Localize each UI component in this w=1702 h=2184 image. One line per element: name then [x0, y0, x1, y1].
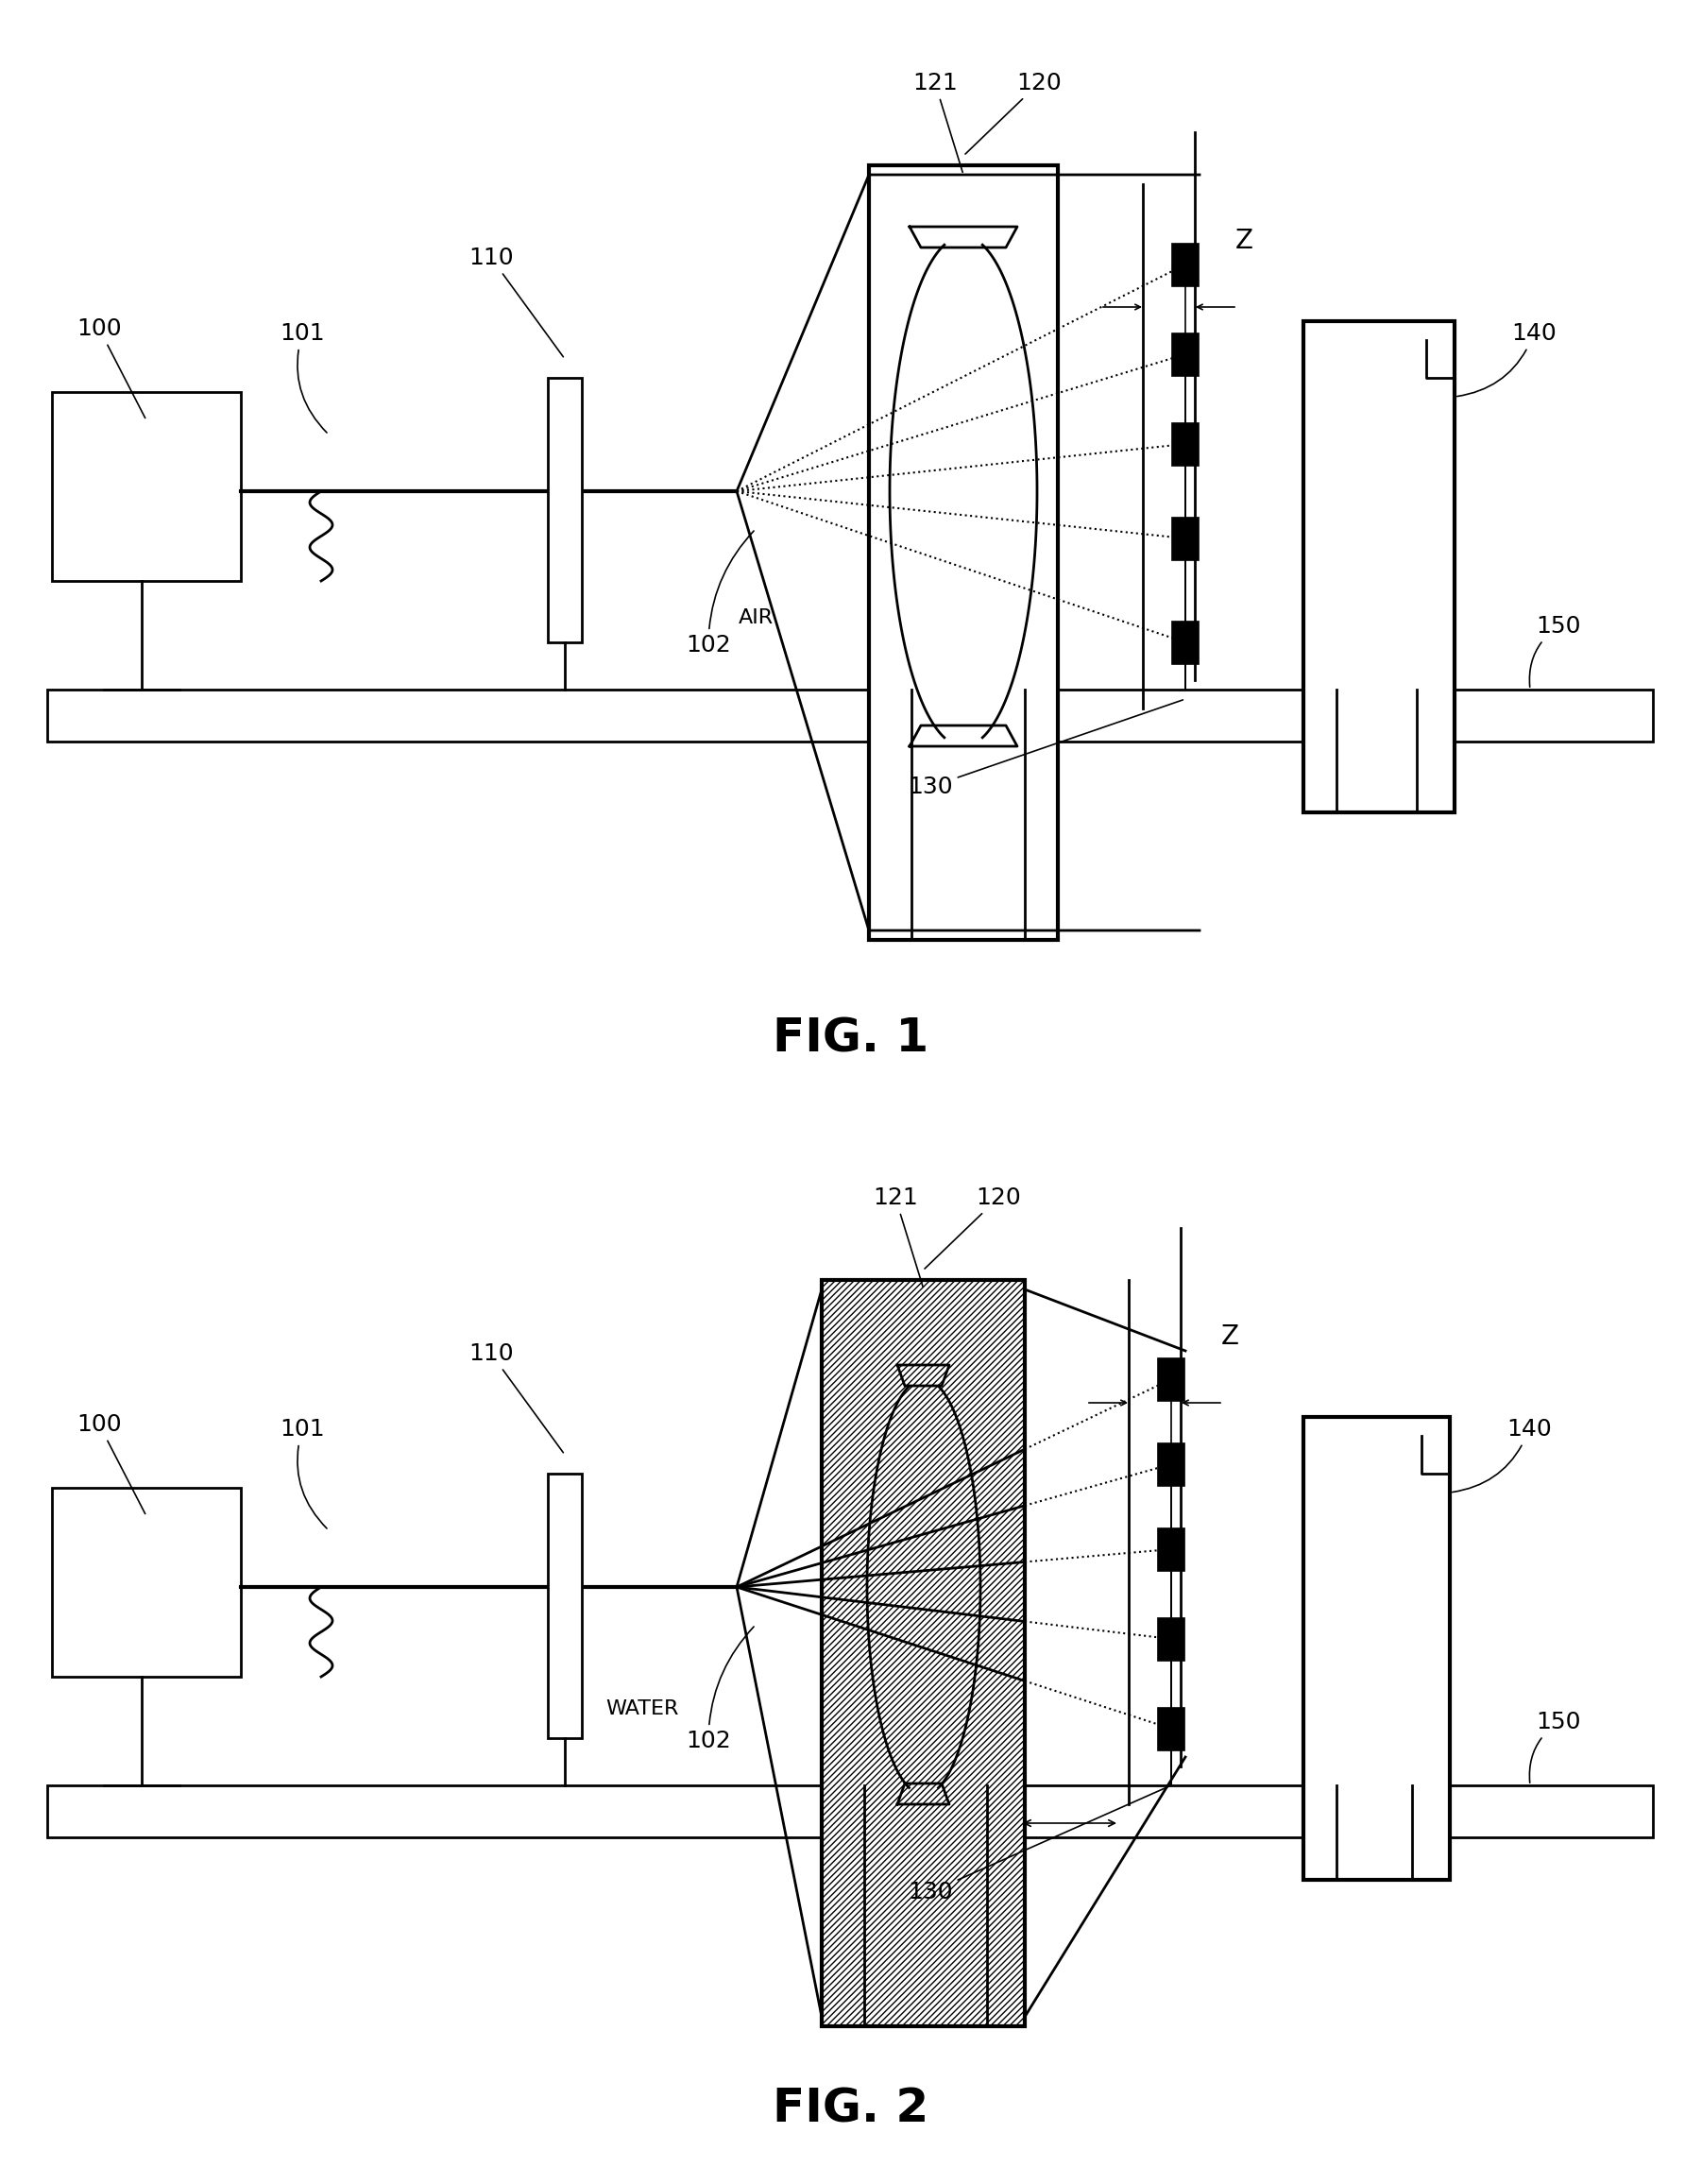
Bar	[1304, 1417, 1450, 1880]
Text: 101: 101	[279, 321, 327, 432]
Text: 140: 140	[1452, 1417, 1552, 1492]
Text: 121: 121	[912, 72, 963, 173]
Text: AIR: AIR	[739, 609, 773, 627]
Text: 150: 150	[1530, 1710, 1581, 1782]
Bar	[1173, 622, 1198, 664]
Text: 102: 102	[686, 1627, 754, 1752]
Bar	[1173, 518, 1198, 559]
Text: 121: 121	[873, 1186, 922, 1286]
Text: Z: Z	[1236, 227, 1253, 253]
Bar	[1173, 424, 1198, 465]
Text: WATER: WATER	[606, 1699, 679, 1719]
Text: 110: 110	[468, 247, 563, 356]
Text: 120: 120	[924, 1186, 1021, 1269]
Text: 100: 100	[77, 1413, 145, 1514]
Bar	[53, 1487, 242, 1677]
Text: Z: Z	[1220, 1324, 1239, 1350]
Bar	[548, 1474, 582, 1738]
Bar	[822, 1280, 1025, 2027]
Bar	[1157, 1618, 1185, 1660]
Bar	[548, 378, 582, 642]
Bar	[870, 166, 1059, 939]
Text: 100: 100	[77, 317, 145, 417]
Bar	[53, 391, 242, 581]
Bar	[48, 1784, 1653, 1837]
Text: 120: 120	[965, 72, 1062, 155]
Text: 101: 101	[279, 1417, 327, 1529]
Text: FIG. 2: FIG. 2	[773, 2086, 929, 2132]
Bar	[1173, 245, 1198, 286]
Text: 110: 110	[468, 1343, 563, 1452]
Bar	[1304, 321, 1455, 812]
Text: 140: 140	[1457, 321, 1556, 395]
Bar	[1157, 1708, 1185, 1749]
Bar	[1157, 1358, 1185, 1400]
Bar	[1173, 334, 1198, 376]
Text: FIG. 1: FIG. 1	[773, 1016, 929, 1061]
Bar	[48, 690, 1653, 743]
Text: 102: 102	[686, 531, 754, 657]
Text: 150: 150	[1530, 616, 1581, 688]
Bar	[1157, 1529, 1185, 1570]
Text: 130: 130	[907, 1787, 1169, 1904]
Text: 130: 130	[907, 699, 1183, 797]
Bar	[1157, 1444, 1185, 1485]
